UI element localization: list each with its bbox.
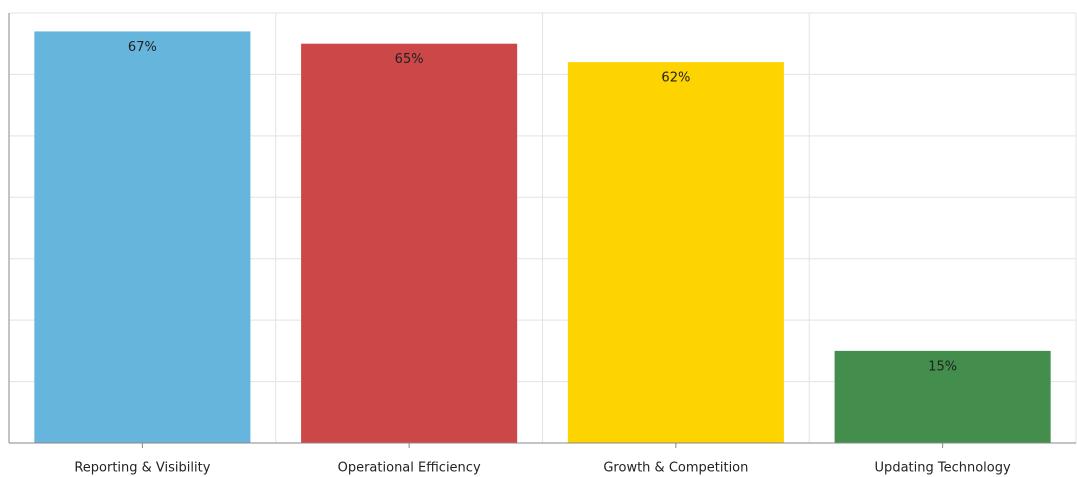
bar bbox=[34, 31, 251, 444]
data-label: 65% bbox=[395, 52, 424, 67]
x-tick-label: Reporting & Visibility bbox=[74, 461, 210, 476]
bar bbox=[301, 43, 518, 443]
bar bbox=[567, 62, 784, 444]
x-tick-label: Growth & Competition bbox=[603, 461, 748, 476]
data-label: 62% bbox=[661, 71, 690, 86]
data-label: 15% bbox=[928, 359, 957, 374]
data-label: 67% bbox=[128, 40, 157, 55]
x-tick-label: Operational Efficiency bbox=[338, 461, 481, 476]
x-tick-label: Updating Technology bbox=[875, 461, 1011, 476]
bar bbox=[834, 350, 1051, 443]
